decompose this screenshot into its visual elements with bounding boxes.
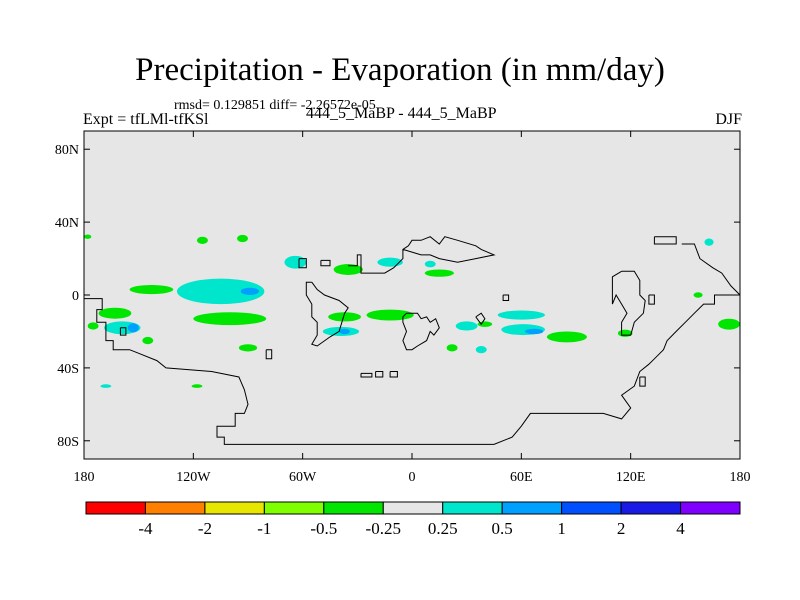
anomaly-patch-1: [240, 287, 259, 295]
anomaly-patch-2: [193, 312, 267, 326]
anomaly-patch-30: [704, 238, 714, 246]
anomaly-patch-34: [100, 384, 112, 388]
coastline-6: [389, 371, 398, 378]
colorbar-box-1: [144, 501, 206, 515]
anomaly-patch-35: [84, 234, 92, 239]
season-label: DJF: [715, 111, 742, 128]
anomaly-patch-6: [127, 323, 139, 333]
anomaly-patch-14: [424, 269, 454, 277]
coastline-12: [298, 258, 307, 269]
anomaly-patch-20: [497, 310, 546, 320]
anomaly-patch-19: [339, 328, 351, 335]
anomaly-patch-21: [455, 321, 478, 331]
anomaly-patch-32: [196, 236, 208, 244]
colorbar-label-0: -4: [138, 519, 153, 538]
anomaly-patch-16: [366, 309, 414, 321]
coastline-16: [265, 349, 273, 360]
anomaly-patch-8: [142, 336, 154, 345]
x-tick-label-2: 60W: [289, 470, 317, 485]
x-tick-label-6: 180: [730, 470, 751, 485]
stats-label: rmsd= 0.129851 diff= -2.26572e-05: [174, 98, 376, 113]
coastline-3: [402, 312, 440, 351]
y-tick-label-1: 40N: [55, 216, 79, 231]
anomaly-patch-25: [477, 321, 493, 327]
coastline-14: [639, 376, 646, 387]
colorbar-box-2: [204, 501, 265, 515]
anomaly-patch-0: [176, 278, 265, 305]
coastline-11: [648, 294, 655, 305]
coastline-8: [653, 236, 677, 245]
colorbar-box-10: [680, 501, 741, 515]
anomaly-patch-33: [191, 384, 203, 388]
anomaly-patch-29: [718, 318, 740, 330]
experiment-label: Expt = tfLMl-tfKSl: [83, 111, 209, 128]
coastline-1: [305, 281, 349, 347]
anomaly-patch-15: [424, 260, 436, 268]
coastline-layer: [84, 236, 741, 445]
colorbar-box-6: [442, 501, 503, 515]
colorbar-label-7: 1: [557, 519, 566, 538]
anomaly-patch-26: [446, 344, 458, 352]
colorbar-label-1: -2: [198, 519, 212, 538]
anomaly-patch-4: [98, 307, 132, 319]
x-tick-label-1: 120W: [176, 470, 211, 485]
colorbar-box-9: [620, 501, 682, 515]
colorbar-box-0: [85, 501, 146, 515]
coastline-0: [84, 294, 740, 445]
x-tick-label-0: 180: [74, 470, 95, 485]
anomaly-patch-11: [237, 234, 249, 243]
x-tick-label-3: 0: [409, 470, 416, 485]
anomaly-patch-27: [475, 346, 487, 354]
anomaly-patch-28: [617, 329, 633, 337]
anomaly-patch-3: [129, 284, 174, 295]
coastline-5: [360, 372, 373, 378]
anomaly-patch-9: [238, 344, 258, 352]
y-tick-label-0: 80N: [55, 143, 79, 158]
colorbar-box-8: [561, 501, 622, 515]
anomaly-patch-7: [87, 322, 99, 330]
colorbar-label-6: 0.5: [492, 519, 513, 538]
colorbar-box-4: [323, 501, 384, 515]
colorbar-box-7: [501, 501, 563, 515]
coastline-2: [348, 236, 496, 274]
anomaly-patch-12: [333, 264, 363, 275]
x-tick-label-4: 60E: [510, 470, 533, 485]
anomaly-patch-31: [693, 292, 703, 298]
colorbar-label-8: 2: [617, 519, 626, 538]
y-tick-label-4: 80S: [57, 435, 79, 450]
y-tick-label-3: 40S: [57, 362, 79, 377]
case-label: 444_5_MaBP - 444_5_MaBP: [306, 105, 497, 122]
y-tick-label-2: 0: [72, 289, 79, 304]
chart-title: Precipitation - Evaporation (in mm/day): [135, 52, 665, 88]
x-tick-label-5: 120E: [616, 470, 646, 485]
anomaly-patch-23: [524, 328, 544, 335]
coastline-17: [502, 294, 510, 301]
coastline-9: [681, 243, 741, 296]
anomaly-patch-24: [546, 331, 587, 343]
coastline-15: [119, 327, 127, 336]
colorbar-label-5: 0.25: [428, 519, 458, 538]
coastline-7: [375, 371, 384, 378]
anomaly-layer: [84, 234, 740, 388]
colorbar-box-3: [263, 501, 325, 515]
colorbar: -4 -2 -1 -0.5 -0.25 0.25 0.5 1 2 4: [85, 501, 741, 538]
colorbar-label-9: 4: [676, 519, 685, 538]
axes: 180 120W 60W 0 60E 120E 180 80N 40N 0 40S 80S: [55, 131, 751, 485]
coastline-10: [611, 270, 646, 336]
coastline-4: [475, 312, 486, 326]
colorbar-label-2: -1: [257, 519, 271, 538]
colorbar-label-3: -0.5: [310, 519, 337, 538]
anomaly-patch-17: [328, 312, 361, 322]
anomaly-patch-10: [284, 255, 307, 269]
colorbar-box-5: [382, 501, 444, 515]
colorbar-label-4: -0.25: [366, 519, 401, 538]
coastline-13: [320, 259, 331, 267]
